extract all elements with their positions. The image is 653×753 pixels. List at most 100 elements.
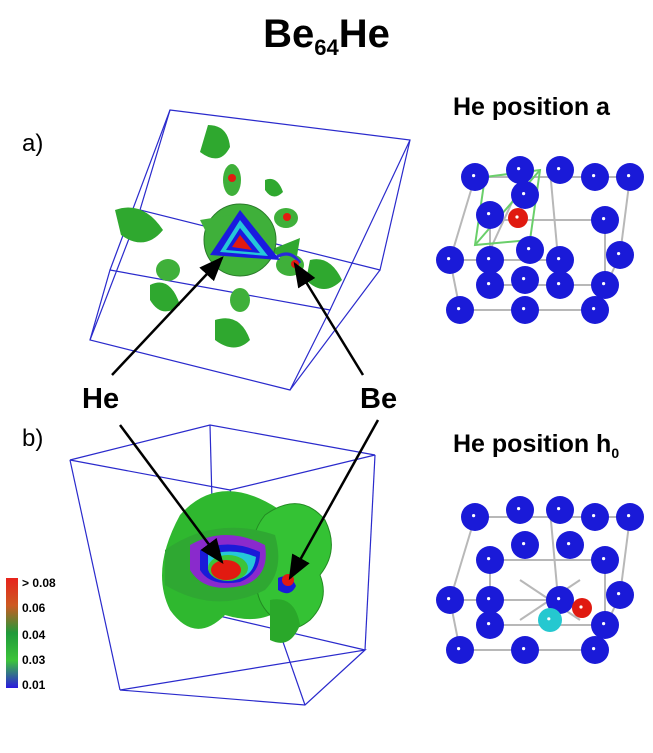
- be-atom: [446, 296, 474, 324]
- be-atom: [511, 266, 539, 294]
- be-atom: [606, 241, 634, 269]
- be-atom: [436, 246, 464, 274]
- be-atom-highlight: [447, 257, 451, 261]
- be-atom-highlight: [592, 647, 596, 651]
- be-atom-highlight: [487, 257, 491, 261]
- be-atom: [511, 181, 539, 209]
- be-atom: [461, 163, 489, 191]
- colorbar-tick-2: 0.06: [22, 601, 46, 615]
- be-atom-highlight: [602, 622, 606, 626]
- be-atom: [556, 531, 584, 559]
- be-atom: [461, 503, 489, 531]
- be-atom: [616, 503, 644, 531]
- be-atom: [581, 163, 609, 191]
- be-atom-highlight: [522, 647, 526, 651]
- he-alt-atom-highlight: [547, 617, 551, 621]
- be-atom-highlight: [472, 514, 476, 518]
- be-atom-highlight: [457, 307, 461, 311]
- he-annotation-label: He: [82, 383, 120, 415]
- he-atom-highlight: [579, 605, 583, 609]
- be-atom-highlight: [487, 282, 491, 286]
- be-atom-highlight: [517, 167, 521, 171]
- arrow-he-to-b: [118, 424, 224, 565]
- be-atom-highlight: [592, 514, 596, 518]
- colorbar-tick-5: 0.01: [22, 678, 46, 692]
- colorbar: [6, 578, 18, 688]
- panel-b-label: b): [22, 425, 44, 452]
- he-alt-atom: [538, 608, 562, 632]
- be-atom-highlight: [557, 282, 561, 286]
- be-atom-highlight: [487, 212, 491, 216]
- be-atom-highlight: [522, 192, 526, 196]
- panel-a-corner-lobes: [115, 125, 342, 348]
- be-atom-highlight: [557, 597, 561, 601]
- be-atom-highlight: [602, 217, 606, 221]
- be-atom: [506, 156, 534, 184]
- be-atom: [476, 546, 504, 574]
- be-atom: [446, 636, 474, 664]
- be-atom-highlight: [527, 247, 531, 251]
- be-atom-highlight: [522, 542, 526, 546]
- colorbar-gradient: [6, 578, 18, 688]
- be-atom-highlight: [592, 174, 596, 178]
- position-a-label: He position a: [453, 93, 610, 121]
- be-atom-highlight: [522, 307, 526, 311]
- be-atom-highlight: [592, 307, 596, 311]
- title-suffix: He: [338, 12, 390, 56]
- be-atom: [476, 271, 504, 299]
- be-atom-highlight: [487, 622, 491, 626]
- be-atom: [591, 611, 619, 639]
- arrow-be-to-a: [293, 261, 365, 376]
- title-base: Be: [263, 12, 315, 56]
- be-atom: [546, 496, 574, 524]
- be-atom-highlight: [487, 557, 491, 561]
- be-atom: [436, 586, 464, 614]
- position-h0-label: He position h0: [453, 430, 620, 461]
- colorbar-tick-3: 0.04: [22, 628, 46, 642]
- panel-a-box: [89, 109, 411, 391]
- be-atom: [581, 503, 609, 531]
- be-atom: [546, 246, 574, 274]
- be-atom-highlight: [487, 597, 491, 601]
- colorbar-tick-4: 0.03: [22, 653, 46, 667]
- be-atom-highlight: [567, 542, 571, 546]
- panel-a-label: a): [22, 130, 44, 157]
- be-atom-highlight: [627, 514, 631, 518]
- crystal-structure-a: [436, 156, 644, 324]
- be-atom-highlight: [517, 507, 521, 511]
- be-atom-highlight: [557, 507, 561, 511]
- be-atom: [476, 611, 504, 639]
- arrow-be-to-b: [288, 419, 380, 581]
- he-atom-highlight: [515, 215, 519, 219]
- be-atom: [616, 163, 644, 191]
- be-atom-highlight: [602, 282, 606, 286]
- be-atom-highlight: [447, 597, 451, 601]
- be-atom: [591, 271, 619, 299]
- be-atom-highlight: [627, 174, 631, 178]
- be-atom: [591, 546, 619, 574]
- be-atom: [581, 636, 609, 664]
- be-atom: [511, 636, 539, 664]
- be-atom: [511, 531, 539, 559]
- be-atom-highlight: [457, 647, 461, 651]
- be-atom: [476, 586, 504, 614]
- be-atom: [606, 581, 634, 609]
- be-atom-highlight: [602, 557, 606, 561]
- be-atom-highlight: [617, 592, 621, 596]
- be-atom: [546, 586, 574, 614]
- be-atom: [476, 246, 504, 274]
- be-atom: [506, 496, 534, 524]
- be-atom-highlight: [557, 167, 561, 171]
- be-atom: [516, 236, 544, 264]
- figure-title: Be64He: [0, 12, 653, 61]
- crystal-b-atoms: [436, 496, 644, 664]
- be-annotation-label: Be: [360, 383, 398, 415]
- be-atom: [546, 156, 574, 184]
- be-atom: [476, 201, 504, 229]
- be-atom-highlight: [617, 252, 621, 256]
- crystal-structure-b: [436, 496, 644, 664]
- be-atom: [581, 296, 609, 324]
- be-atom-highlight: [557, 257, 561, 261]
- be-atom: [511, 296, 539, 324]
